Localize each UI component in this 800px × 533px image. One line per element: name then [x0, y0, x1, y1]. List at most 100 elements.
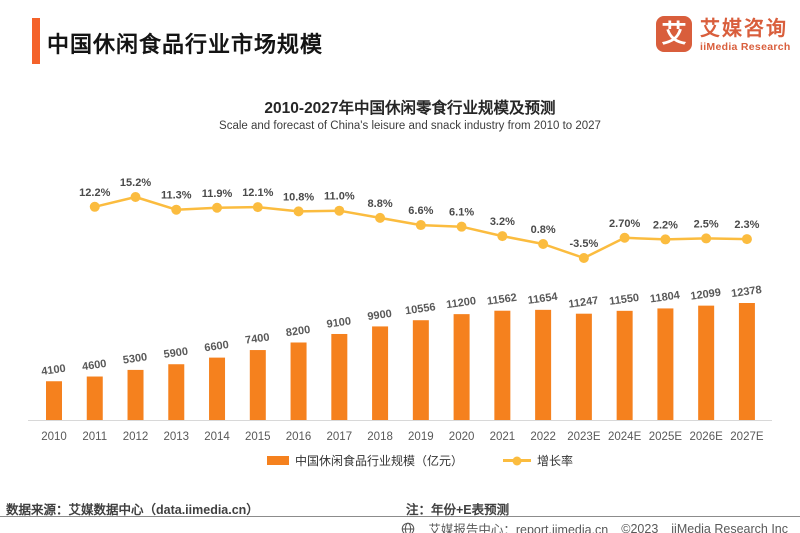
bar-2011	[86, 376, 103, 420]
growth-point-2019	[415, 220, 426, 231]
growth-label-2027E: 2.3%	[734, 219, 759, 231]
x-tick-2015: 2015	[245, 431, 271, 443]
growth-point-2025E	[660, 234, 671, 245]
growth-point-2021	[497, 231, 508, 242]
bar-value-2013: 5900	[163, 346, 189, 361]
x-tick-2017: 2017	[327, 431, 353, 443]
bar-2017	[331, 333, 348, 420]
growth-label-2024E: 2.70%	[609, 218, 640, 230]
growth-point-2023E	[578, 253, 589, 263]
x-tick-2021: 2021	[490, 431, 516, 443]
x-tick-2016: 2016	[286, 431, 312, 443]
bar-2020	[453, 314, 470, 420]
chart-subtitle: Scale and forecast of China's leisure an…	[219, 120, 601, 132]
x-tick-2025E: 2025E	[649, 431, 683, 443]
bar-value-2019: 10556	[404, 301, 436, 317]
bar-value-2016: 8200	[285, 324, 311, 339]
bar-value-2010: 4100	[41, 363, 67, 378]
growth-label-2017: 11.0%	[324, 191, 355, 203]
bar-2026E	[698, 305, 715, 420]
x-tick-2019: 2019	[408, 431, 434, 443]
legend-item-line-series: 增长率	[503, 452, 573, 469]
bar-value-2025E: 11804	[649, 289, 681, 305]
copyright-text: ©2023	[621, 521, 659, 533]
bar-value-2023E: 11247	[568, 295, 599, 311]
bar-line-chart: 4100 2010 4600 2011 5300 2012 5900 2013 6600 2014…	[28, 177, 772, 443]
iimedia-logo-icon: 艾	[656, 16, 692, 52]
growth-label-2018: 8.8%	[368, 198, 393, 210]
growth-label-2015: 12.1%	[242, 187, 273, 199]
report-center-link: 艾媒报告中心：report.iimedia.cn	[428, 523, 609, 533]
bar-2015	[249, 350, 266, 420]
growth-point-2014	[212, 202, 223, 213]
x-tick-2012: 2012	[123, 431, 149, 443]
growth-point-2012	[130, 192, 141, 202]
bar-value-2024E: 11550	[609, 292, 640, 308]
bar-2023E	[575, 313, 592, 420]
page-title: 中国休闲食品行业市场规模	[47, 32, 324, 57]
company-text: iiMedia Research Inc	[671, 521, 788, 533]
bar-2010	[46, 381, 62, 420]
bar-series-swatch-icon	[266, 456, 289, 465]
x-tick-2023E: 2023E	[567, 431, 601, 443]
bar-value-2015: 7400	[244, 331, 270, 346]
bar-value-2014: 6600	[204, 339, 230, 354]
bar-2024E	[616, 310, 633, 420]
line-series-dot-icon	[512, 456, 522, 465]
growth-point-2018	[375, 212, 386, 223]
logo-glyph: 艾	[661, 19, 687, 48]
bar-2025E	[657, 308, 674, 420]
bar-value-2017: 9100	[326, 315, 352, 330]
legend-item-bar-series: 中国休闲食品行业规模（亿元）	[266, 452, 463, 469]
bar-value-2018: 9900	[367, 308, 393, 323]
growth-label-2019: 6.6%	[408, 205, 433, 217]
bar-value-2020: 11200	[446, 295, 477, 311]
growth-label-2012: 15.2%	[120, 177, 151, 189]
growth-point-2015	[252, 202, 263, 213]
bar-2018	[372, 326, 389, 420]
growth-point-2024E	[619, 232, 630, 243]
growth-label-2022: 0.8%	[531, 224, 556, 236]
logo-name-en: iiMedia Research	[700, 41, 791, 53]
x-tick-2027E: 2027E	[730, 431, 764, 443]
x-tick-2010: 2010	[41, 431, 67, 443]
line-series-swatch-icon	[503, 456, 531, 465]
chart-title: 2010-2027年中国休闲零食行业规模及预测	[264, 100, 556, 117]
legend-line-label: 增长率	[537, 454, 574, 468]
growth-point-2011	[89, 201, 100, 212]
bar-2022	[535, 309, 552, 420]
bar-value-2027E: 12378	[731, 284, 763, 300]
footer-bar: 艾媒报告中心：report.iimedia.cn ©2023 iiMedia R…	[401, 519, 788, 533]
footer-divider	[0, 516, 800, 517]
x-tick-2024E: 2024E	[608, 431, 642, 443]
bar-2021	[494, 310, 511, 420]
growth-label-2013: 11.3%	[161, 190, 192, 202]
growth-label-2023E: -3.5%	[570, 238, 599, 250]
x-tick-2018: 2018	[367, 431, 393, 443]
bar-2027E	[738, 303, 755, 420]
x-tick-2011: 2011	[82, 431, 107, 443]
bar-value-2022: 11654	[527, 291, 559, 307]
growth-label-2021: 3.2%	[490, 216, 515, 228]
growth-point-2026E	[701, 233, 712, 244]
data-source-text: 数据来源：艾媒数据中心（data.iimedia.cn）	[6, 503, 259, 517]
title-accent-bar	[32, 18, 40, 64]
footnote-text: 注：年份+E表预测	[406, 503, 510, 517]
growth-point-2020	[456, 221, 467, 232]
growth-label-2011: 12.2%	[79, 187, 110, 199]
bar-2012	[127, 369, 144, 420]
x-tick-2013: 2013	[163, 431, 189, 443]
growth-point-2027E	[741, 234, 752, 245]
growth-label-2014: 11.9%	[202, 188, 233, 200]
bar-2019	[412, 320, 429, 420]
globe-icon	[402, 522, 415, 533]
chart-legend: 中国休闲食品行业规模（亿元） 增长率	[20, 452, 800, 469]
growth-point-2017	[334, 205, 345, 216]
x-tick-2014: 2014	[204, 431, 230, 443]
bar-value-2012: 5300	[122, 351, 148, 366]
bar-2016	[290, 342, 307, 420]
growth-point-2013	[171, 204, 182, 215]
growth-point-2016	[293, 206, 304, 217]
growth-label-2020: 6.1%	[449, 207, 474, 219]
